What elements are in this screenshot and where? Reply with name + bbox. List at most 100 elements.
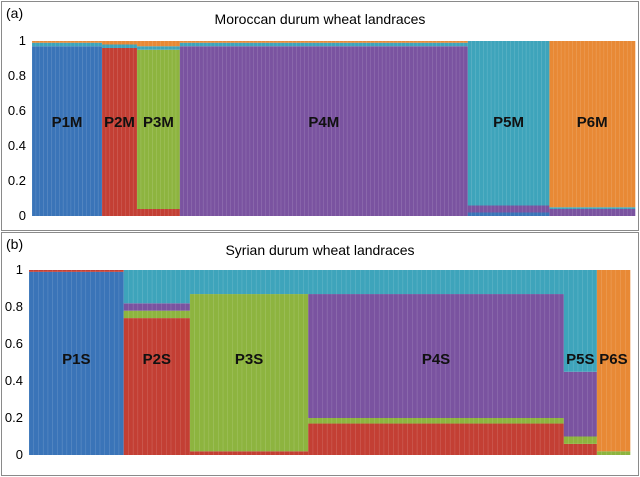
bar-segment-k6 xyxy=(234,41,239,43)
bar-segment-k6 xyxy=(362,41,367,43)
bar-segment-k4 xyxy=(426,294,432,418)
bar-segment-k5 xyxy=(514,41,519,206)
bar-segment-k3 xyxy=(592,436,598,444)
bar-segment-k1 xyxy=(487,212,492,216)
bar-segment-k4 xyxy=(421,46,426,216)
bar-segment-k4 xyxy=(573,371,579,437)
bar-segment-k2 xyxy=(125,48,130,216)
bar-segment-k2 xyxy=(350,423,356,455)
bar-segment-k2 xyxy=(189,451,195,455)
bar-segment-k4 xyxy=(492,294,498,418)
y-tick-label: 1 xyxy=(19,33,26,48)
bar-segment-k5 xyxy=(125,44,130,48)
bar-segment-k4 xyxy=(234,46,239,216)
bar-segment-k5 xyxy=(210,42,216,47)
bar-segment-k2 xyxy=(549,423,555,455)
bar-segment-k4 xyxy=(379,294,385,418)
bar-segment-k3 xyxy=(270,294,276,452)
bar-segment-k3 xyxy=(620,451,626,455)
bar-segment-k1 xyxy=(99,271,106,455)
bar-segment-k5 xyxy=(74,42,79,47)
bar-segment-k5 xyxy=(78,42,83,47)
bar-segment-k3 xyxy=(497,418,503,424)
bar-segment-k4 xyxy=(343,46,348,216)
bar-segment-k6 xyxy=(140,41,146,47)
bar-segment-k2 xyxy=(312,423,318,455)
bar-segment-k5 xyxy=(607,207,612,209)
bar-segment-k5 xyxy=(405,42,410,47)
bar-segment-k3 xyxy=(133,310,139,319)
bar-segment-k5 xyxy=(619,207,624,209)
bar-segment-k4 xyxy=(265,46,270,216)
bar-segment-k6 xyxy=(175,41,181,47)
bar-segment-k5 xyxy=(584,207,589,209)
bar-segment-k5 xyxy=(588,207,593,209)
bar-segment-k1 xyxy=(483,212,488,216)
bar-segment-k4 xyxy=(214,46,220,216)
bar-segment-k1 xyxy=(98,46,103,216)
bar-segment-k5 xyxy=(257,42,262,47)
bar-segment-k3 xyxy=(160,49,165,209)
panel-b-chart: 0 0.2 0.4 0.6 0.8 1 P1S P2S P3S P4S P5S P6S xyxy=(5,262,631,462)
bar-segment-k5 xyxy=(389,42,395,47)
bar-segment-k6 xyxy=(584,41,589,208)
bar-segment-k4 xyxy=(183,46,188,216)
bar-segment-k5 xyxy=(402,270,408,295)
bar-segment-k3 xyxy=(289,294,295,452)
bar-segment-k4 xyxy=(592,209,597,216)
bar-segment-k2 xyxy=(105,48,111,216)
bar-segment-k3 xyxy=(303,294,309,452)
bar-segment-k4 xyxy=(464,294,470,418)
bar-segment-k6 xyxy=(343,41,348,43)
bar-segment-k5 xyxy=(407,270,413,295)
bar-segment-k3 xyxy=(275,294,281,452)
bar-segment-k5 xyxy=(475,41,480,206)
bar-segment-k4 xyxy=(317,294,323,418)
bar-segment-k4 xyxy=(238,46,243,216)
bar-segment-k5 xyxy=(123,270,129,304)
bar-segment-k2 xyxy=(133,48,138,216)
bar-segment-k6 xyxy=(424,41,430,43)
bar-segment-k1 xyxy=(86,46,91,216)
bar-segment-k4 xyxy=(487,205,492,213)
bar-segment-k2 xyxy=(402,423,408,455)
bar-segment-k5 xyxy=(312,42,317,47)
bar-segment-k2 xyxy=(160,209,165,216)
bar-segment-k6 xyxy=(557,41,562,208)
bar-segment-k3 xyxy=(421,418,427,424)
bar-segment-k1 xyxy=(506,212,511,216)
bar-segment-k3 xyxy=(241,294,247,452)
bar-segment-k4 xyxy=(133,303,139,311)
bar-segment-k3 xyxy=(426,418,432,424)
bar-segment-k5 xyxy=(498,41,504,206)
population-label: P1M xyxy=(52,114,83,131)
bar-segment-k3 xyxy=(492,418,498,424)
bar-segment-k2 xyxy=(421,423,427,455)
bar-segment-k2 xyxy=(194,451,200,455)
bar-segment-k5 xyxy=(331,42,336,47)
bar-segment-k5 xyxy=(261,42,266,47)
bar-segment-k6 xyxy=(133,41,138,45)
bar-segment-k3 xyxy=(312,418,318,424)
bar-segment-k5 xyxy=(398,270,404,295)
bar-segment-k2 xyxy=(407,423,413,455)
bar-segment-k3 xyxy=(402,418,408,424)
bar-segment-k2 xyxy=(66,270,72,272)
bar-segment-k4 xyxy=(360,294,366,418)
bar-segment-k6 xyxy=(284,41,290,43)
bar-segment-k5 xyxy=(393,270,399,295)
bar-segment-k5 xyxy=(572,207,577,209)
bar-segment-k4 xyxy=(540,294,546,418)
bar-segment-k1 xyxy=(90,271,96,455)
bar-segment-k5 xyxy=(335,42,340,47)
bar-segment-k2 xyxy=(29,270,35,272)
bar-segment-k1 xyxy=(118,271,124,455)
bar-segment-k5 xyxy=(426,270,432,295)
bar-segment-k3 xyxy=(294,294,300,452)
population-label: P3S xyxy=(235,351,263,368)
y-tick-label: 0.8 xyxy=(5,299,23,314)
bar-segment-k5 xyxy=(432,42,437,47)
bar-segment-k6 xyxy=(308,41,313,43)
bar-segment-k2 xyxy=(172,209,177,216)
bar-segment-k3 xyxy=(156,310,162,319)
